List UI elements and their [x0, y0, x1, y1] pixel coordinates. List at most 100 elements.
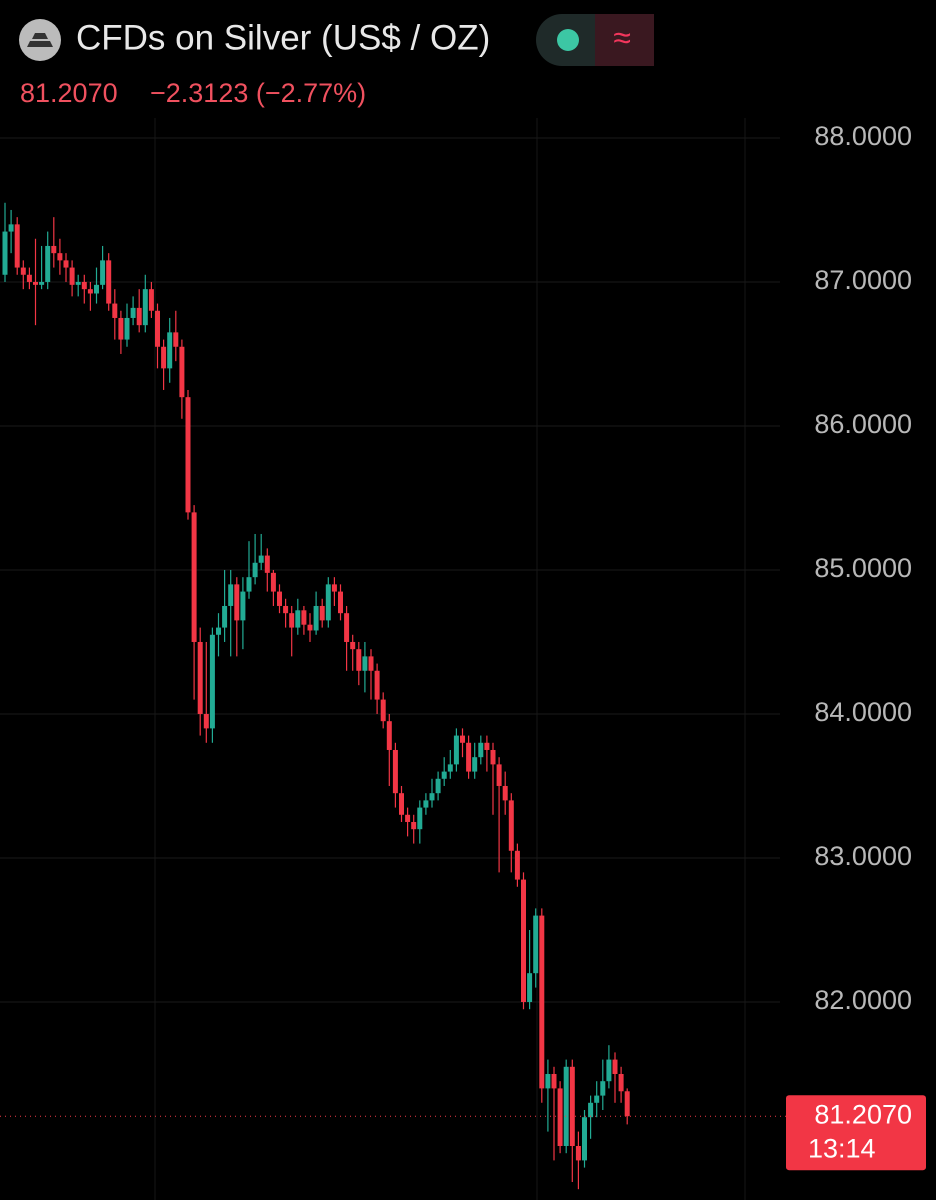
candle-body: [502, 785, 508, 801]
candle-body: [167, 332, 173, 369]
candle-body: [399, 793, 404, 815]
candle-body: [569, 1066, 575, 1146]
candle-body: [252, 562, 258, 578]
candle-body: [612, 1059, 618, 1074]
status-pill-right[interactable]: [595, 14, 654, 66]
candle-body: [307, 624, 313, 631]
candle-body: [447, 764, 453, 772]
candle-body: [557, 1088, 563, 1146]
candle-body: [264, 555, 270, 573]
candle-body: [514, 850, 520, 880]
candle-body: [289, 613, 295, 628]
y-tick-label: 87.0000: [814, 265, 912, 295]
candle-body: [325, 584, 331, 621]
candle-body: [435, 778, 441, 794]
y-tick-label: 85.0000: [814, 553, 912, 583]
candle-body: [551, 1073, 557, 1089]
y-tick-label: 88.0000: [814, 121, 912, 151]
candle-body: [173, 332, 179, 347]
candle-body: [521, 879, 526, 1002]
candle-body: [246, 577, 252, 592]
candle-body: [618, 1073, 624, 1092]
candle-body: [179, 346, 185, 398]
candle-body: [588, 1102, 594, 1118]
candle-body: [392, 749, 398, 794]
candle-body: [386, 721, 392, 750]
candle-body: [185, 397, 191, 513]
candle-body: [411, 821, 417, 830]
candle-body: [496, 764, 502, 786]
candle-body: [533, 915, 539, 974]
candle-body: [33, 281, 38, 285]
candle-body: [14, 224, 20, 268]
candle-body: [368, 656, 374, 671]
candle-body: [344, 613, 350, 642]
candle-body: [51, 245, 57, 254]
candle-body: [228, 584, 234, 606]
candle-body: [350, 641, 356, 650]
candle-body: [124, 317, 130, 340]
header-background: [0, 0, 936, 118]
candle-body: [508, 800, 514, 851]
candle-body: [575, 1145, 581, 1161]
candle-body: [606, 1059, 612, 1082]
candle-body: [130, 307, 136, 318]
candle-body: [338, 591, 343, 614]
candle-body: [417, 807, 423, 830]
candle-body: [161, 346, 167, 369]
candle-body: [563, 1066, 569, 1146]
candle-body: [313, 605, 319, 631]
candle-body: [539, 915, 545, 1089]
candle-body: [118, 317, 124, 340]
candle-body: [478, 742, 484, 758]
candle-body: [142, 289, 148, 326]
candle-body: [484, 742, 490, 750]
candle-body: [545, 1073, 551, 1089]
candle-body: [356, 649, 362, 671]
candle-body: [331, 584, 337, 592]
candle-body: [136, 307, 142, 326]
candle-body: [222, 605, 228, 628]
y-tick-label: 82.0000: [814, 985, 912, 1015]
candle-body: [81, 281, 87, 290]
candle-body: [94, 284, 99, 294]
candle-body: [472, 757, 478, 772]
candle-body: [441, 771, 447, 779]
candle-body: [39, 281, 45, 285]
chart-title: CFDs on Silver (US$ / OZ): [76, 18, 490, 57]
symbol-icon-bars: [27, 33, 53, 47]
candle-body: [490, 749, 496, 765]
candle-body: [362, 656, 368, 671]
candle-body: [2, 231, 8, 275]
candle-body: [155, 310, 160, 347]
candle-body: [301, 610, 307, 625]
candle-body: [466, 742, 472, 772]
candle-body: [45, 245, 51, 282]
candle-body: [374, 670, 380, 700]
candle-body: [240, 591, 246, 621]
candle-body: [63, 260, 69, 268]
candle-body: [216, 627, 221, 635]
candle-body: [8, 224, 14, 232]
y-tick-label: 86.0000: [814, 409, 912, 439]
candle-body: [582, 1117, 587, 1161]
candle-body: [429, 793, 435, 801]
candle-body: [197, 641, 203, 714]
candle-body: [283, 605, 289, 614]
candle-body: [380, 699, 386, 722]
candle-body: [209, 634, 215, 729]
y-tick-label: 83.0000: [814, 841, 912, 871]
y-tick-label: 84.0000: [814, 697, 912, 727]
last-price-box: [786, 1095, 926, 1171]
candle-body: [600, 1081, 606, 1096]
candle-body: [453, 735, 459, 765]
candle-body: [203, 713, 209, 729]
price-change: −2.3123 (−2.77%): [150, 78, 366, 108]
last-price-header: 81.2070: [20, 78, 118, 108]
candle-body: [460, 735, 465, 743]
candle-body: [527, 973, 533, 1002]
candle-body: [295, 610, 301, 628]
last-price-label: 81.2070: [814, 1099, 912, 1129]
